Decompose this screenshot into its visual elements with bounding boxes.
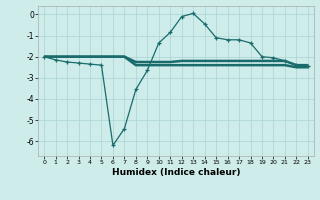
X-axis label: Humidex (Indice chaleur): Humidex (Indice chaleur) xyxy=(112,168,240,177)
